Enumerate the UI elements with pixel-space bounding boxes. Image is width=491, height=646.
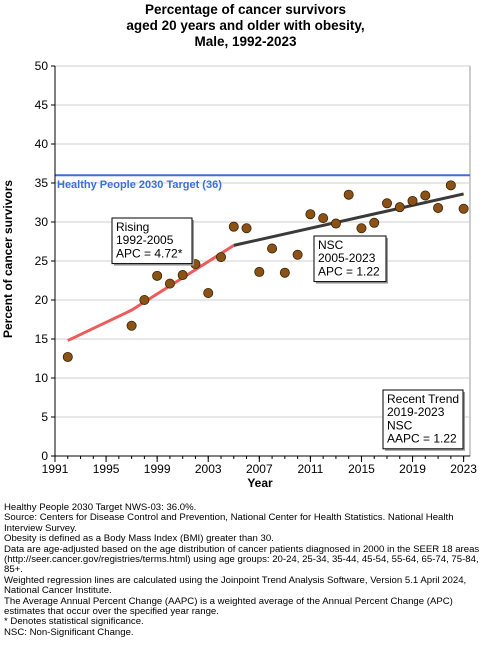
x-tick-label: 1999 xyxy=(144,462,171,476)
data-point xyxy=(343,189,354,200)
data-point xyxy=(305,209,316,220)
annotation-text: APC = 1.22 xyxy=(318,264,380,278)
footnote: Healthy People 2030 Target NWS-03: 36.0%… xyxy=(4,502,197,513)
data-point xyxy=(407,195,418,206)
points-layer xyxy=(62,180,469,362)
data-point xyxy=(318,213,329,224)
y-tick-label: 40 xyxy=(35,137,49,151)
data-point xyxy=(292,249,303,260)
target-layer: Healthy People 2030 Target (36) xyxy=(55,174,470,191)
data-point xyxy=(381,198,392,209)
x-tick-label: 2011 xyxy=(297,462,323,476)
data-point xyxy=(126,320,137,331)
footnote: Weighted regression lines are calculated… xyxy=(4,574,467,597)
annotation-box xyxy=(313,235,387,283)
y-tick-label: 25 xyxy=(35,254,49,268)
y-tick-label: 35 xyxy=(35,176,49,190)
data-point xyxy=(394,202,405,213)
data-point xyxy=(139,294,150,305)
annotation-text: Recent Trend xyxy=(387,392,459,406)
data-point xyxy=(369,217,380,228)
data-point xyxy=(254,266,265,277)
data-point xyxy=(228,221,239,232)
data-point xyxy=(433,202,444,213)
annotation-text: 2019-2023 xyxy=(387,405,445,419)
footnote: Obesity is defined as a Body Mass Index … xyxy=(4,533,274,545)
footnote: NSC: Non-Significant Change. xyxy=(4,626,134,638)
trend-line-1 xyxy=(67,244,235,342)
y-tick-label: 15 xyxy=(35,332,49,346)
x-tick-label: 1991 xyxy=(42,462,69,476)
annotation-box xyxy=(382,389,464,450)
data-point xyxy=(62,351,73,362)
footnote: Source: Centers for Disease Control and … xyxy=(4,512,454,534)
chart-title-line-3: Male, 1992-2023 xyxy=(194,34,297,49)
data-point xyxy=(152,270,163,281)
annotation-text: 2005-2023 xyxy=(318,251,376,265)
x-tick-label: 2019 xyxy=(399,462,426,476)
y-tick-label: 30 xyxy=(35,215,49,229)
data-point xyxy=(241,223,252,234)
x-tick-label: 2007 xyxy=(246,462,273,476)
y-axis-label: Percent of cancer survivors xyxy=(1,180,15,338)
annotation-text: 1992-2005 xyxy=(116,233,174,247)
data-point xyxy=(215,252,226,263)
data-point xyxy=(177,270,188,281)
data-point xyxy=(164,278,175,289)
scatter-chart: Healthy People 2030 Target (36) 0 5 10 15 20… xyxy=(1,59,478,490)
annotation-text: APC = 4.72* xyxy=(116,246,183,260)
trend-layer xyxy=(67,192,464,342)
x-tick-label: 2023 xyxy=(450,462,477,476)
target-line-label: Healthy People 2030 Target (36) xyxy=(57,179,222,191)
x-tick-label: 2015 xyxy=(348,462,375,476)
annotation-text: Rising xyxy=(116,220,149,234)
data-point xyxy=(203,287,214,298)
chart-title: Percentage of cancer survivors aged 20 y… xyxy=(0,2,491,50)
annotation-text: NSC xyxy=(318,238,344,252)
x-tick-label: 1995 xyxy=(93,462,120,476)
data-point xyxy=(330,218,341,229)
y-tick-label: 50 xyxy=(35,59,49,73)
annotation-text: NSC xyxy=(387,418,413,432)
annotation-text: AAPC = 1.22 xyxy=(387,432,457,446)
y-tick-label: 0 xyxy=(41,449,48,463)
data-point xyxy=(356,223,367,234)
x-tick-label: 2003 xyxy=(195,462,222,476)
footnote: Data are age-adjusted based on the age d… xyxy=(4,543,480,576)
axis-layer: 0 5 10 15 20 25 30 35 40 45 50 1991 1995 1999 2003 2007… xyxy=(35,59,478,476)
data-point xyxy=(445,180,456,191)
data-point xyxy=(420,190,431,201)
chart-title-line-1: Percentage of cancer survivors xyxy=(144,2,347,17)
y-tick-label: 45 xyxy=(35,98,49,112)
y-tick-label: 5 xyxy=(41,410,48,424)
y-tick-label: 10 xyxy=(35,371,49,385)
data-point xyxy=(279,267,290,278)
footnote: The Average Annual Percent Change (AAPC)… xyxy=(4,595,453,618)
annotation-box xyxy=(111,217,193,265)
footnote: * Denotes statistical significance. xyxy=(4,616,144,628)
footnotes: Healthy People 2030 Target NWS-03: 36.0%… xyxy=(4,502,488,638)
chart-title-line-2: aged 20 years and older with obesity, xyxy=(126,18,365,33)
data-point xyxy=(458,203,469,214)
trend-line-2 xyxy=(233,192,464,247)
data-point xyxy=(267,243,278,254)
x-axis-label: Year xyxy=(247,476,273,490)
y-tick-label: 20 xyxy=(35,293,49,307)
